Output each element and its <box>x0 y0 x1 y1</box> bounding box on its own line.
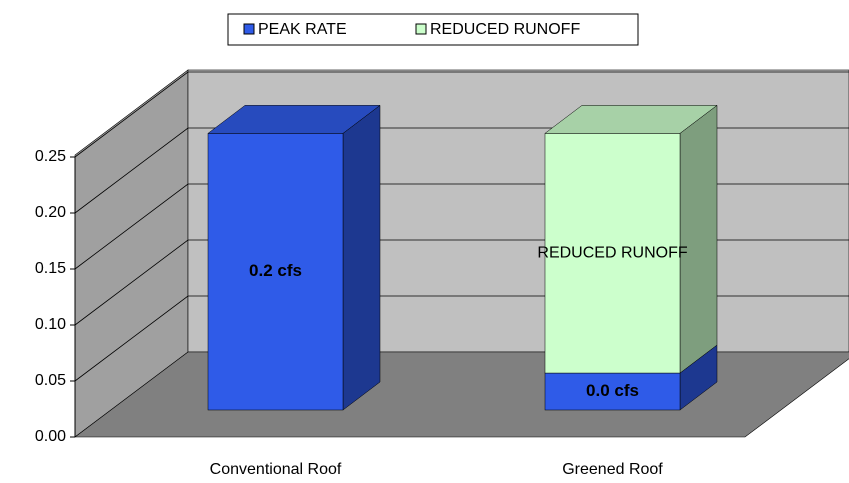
floor <box>74 351 849 438</box>
grid-line <box>74 71 849 158</box>
bar-side <box>342 104 381 411</box>
legend-swatch <box>243 23 255 35</box>
bar-side <box>679 104 718 374</box>
data-label: 0.0 cfs <box>586 381 639 400</box>
bar <box>207 133 344 411</box>
bar <box>544 372 681 411</box>
bar-top <box>207 105 381 134</box>
y-tick-label: 0.10 <box>35 316 66 333</box>
legend-label: REDUCED RUNOFF <box>430 21 580 38</box>
legend-label: PEAK RATE <box>258 21 347 38</box>
data-label: 0.2 cfs <box>249 261 302 280</box>
data-label: REDUCED RUNOFF <box>537 244 687 261</box>
y-tick-label: 0.25 <box>35 148 66 165</box>
legend <box>227 13 639 46</box>
y-tick-label: 0.15 <box>35 260 66 277</box>
bar-top <box>544 105 718 134</box>
bar <box>544 133 681 374</box>
y-tick-label: 0.20 <box>35 204 66 221</box>
y-tick-label: 0.00 <box>35 428 66 445</box>
y-tick-label: 0.05 <box>35 372 66 389</box>
x-tick-label: Greened Roof <box>562 461 663 478</box>
x-tick-label: Conventional Roof <box>210 461 342 478</box>
legend-swatch <box>415 23 427 35</box>
